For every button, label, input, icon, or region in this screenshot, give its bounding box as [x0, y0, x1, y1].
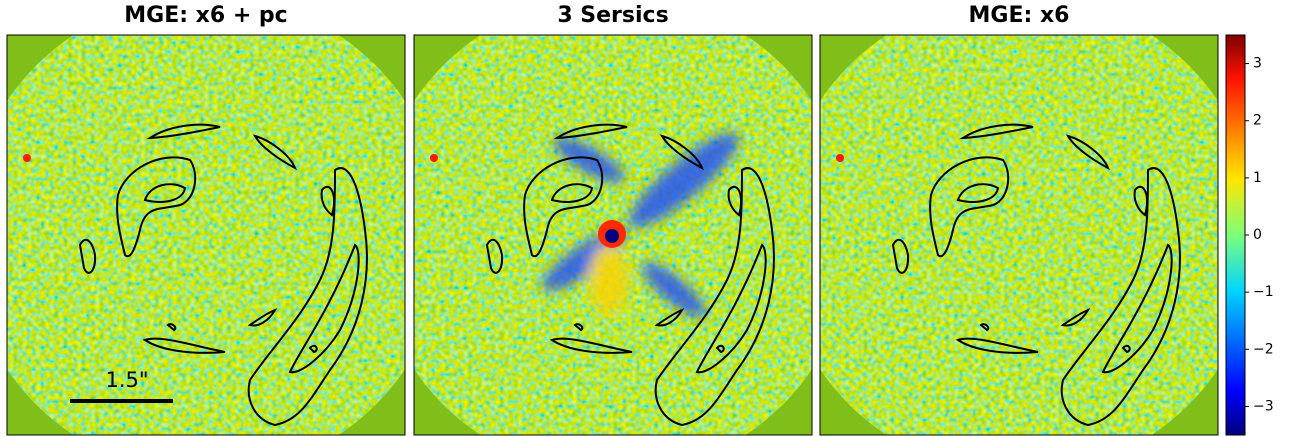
image-area: [7, 35, 405, 435]
contour: [891, 238, 910, 274]
contour: [659, 134, 704, 171]
colorbar-tick-label: 2: [1253, 113, 1262, 129]
yellow-core: [589, 245, 629, 315]
contour: [956, 183, 1000, 203]
image-area: [820, 35, 1218, 435]
contour: [288, 243, 360, 374]
contour: [143, 183, 187, 203]
contour: [1060, 307, 1091, 327]
residual-noise: [820, 35, 1218, 435]
frame: [413, 34, 813, 436]
residual-map: [7, 35, 405, 435]
contour: [549, 337, 633, 354]
contour: [485, 238, 504, 274]
contour: [1060, 167, 1181, 427]
contour: [654, 167, 775, 427]
contour: [1133, 185, 1149, 217]
frame: [819, 34, 1219, 436]
panel-title: MGE: x6: [969, 3, 1070, 28]
contour: [116, 156, 197, 258]
contour: [715, 344, 725, 354]
contour: [308, 344, 318, 354]
blue-core: [605, 229, 619, 243]
contour: [959, 123, 1034, 140]
contour: [573, 323, 584, 332]
colorbar-gradient: [1225, 34, 1246, 436]
contour: [247, 167, 368, 427]
panel-title: 3 Sersics: [557, 3, 668, 28]
contour: [146, 123, 221, 140]
residual-map: [414, 35, 812, 435]
contour: [247, 307, 278, 327]
contour: [142, 337, 226, 354]
scale-bar-label: 1.5": [105, 368, 148, 392]
colorbar-tick-label: −1: [1253, 284, 1274, 300]
contour: [979, 323, 990, 332]
contour: [252, 134, 297, 171]
blue-arm: [553, 137, 625, 183]
contour: [1065, 134, 1110, 171]
contour: [166, 323, 177, 332]
contour: [320, 185, 336, 217]
hot-pixel: [430, 154, 438, 162]
hot-pixel: [23, 154, 31, 162]
contour: [78, 238, 97, 274]
contour: [727, 185, 743, 217]
panel: 3 Sersics: [413, 3, 813, 436]
colorbar: −3 −2 −1 0 1 2 3: [1225, 34, 1274, 436]
panel: MGE: x6 + pc 1.5": [6, 3, 406, 436]
frame: [6, 34, 406, 436]
panel: MGE: x6: [819, 3, 1219, 436]
colorbar-tick-label: 1: [1253, 170, 1262, 186]
contour: [550, 183, 594, 203]
colorbar-tick-label: −2: [1253, 341, 1274, 357]
panel-title: MGE: x6 + pc: [124, 3, 287, 28]
hot-pixel: [836, 154, 844, 162]
contour: [523, 156, 604, 258]
image-area: [414, 35, 812, 435]
contour: [1101, 243, 1173, 374]
residual-noise: [7, 35, 405, 435]
blue-arm: [629, 132, 739, 228]
contour: [553, 123, 628, 140]
contour: [654, 307, 685, 327]
colorbar-tick-label: 0: [1253, 227, 1262, 243]
colorbar-tick-label: 3: [1253, 56, 1262, 72]
blue-arm: [642, 262, 706, 318]
contour: [1121, 344, 1131, 354]
contour: [955, 337, 1039, 354]
colorbar-tick-label: −3: [1253, 398, 1274, 414]
contour: [695, 243, 767, 374]
panels: MGE: x6 + pc 1.5" 3 Sersics MGE: x6: [6, 3, 1219, 436]
contour: [929, 156, 1010, 258]
residual-map: [820, 35, 1218, 435]
